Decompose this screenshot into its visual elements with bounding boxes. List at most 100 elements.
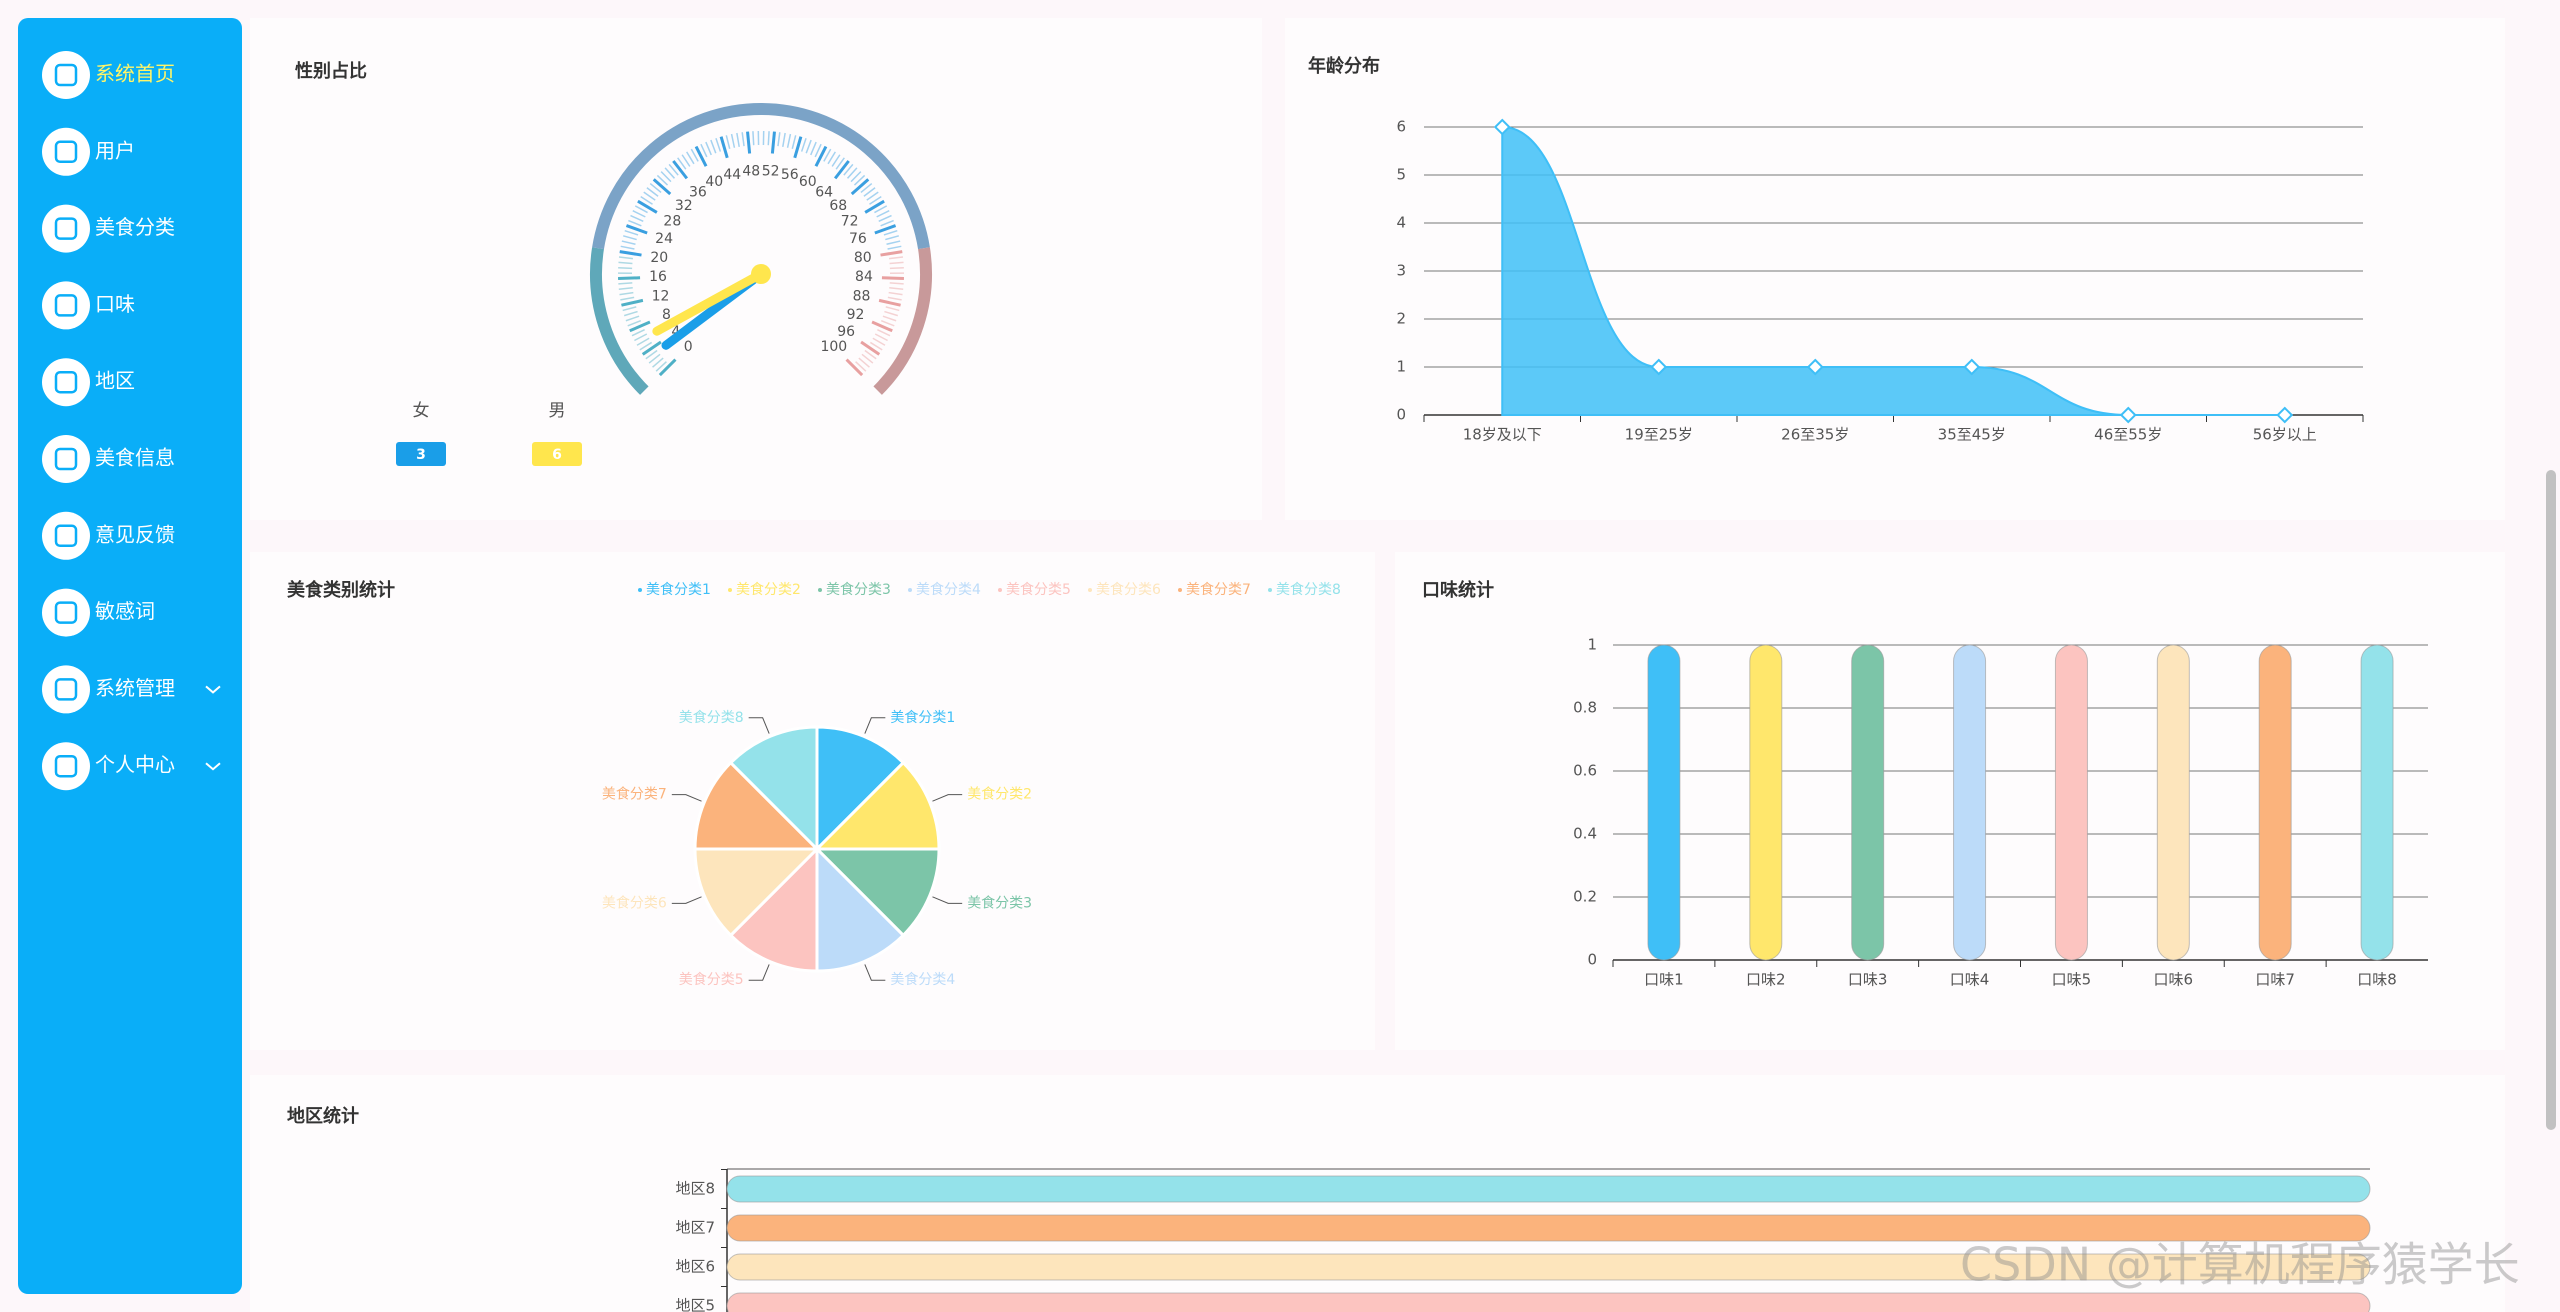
legend-item[interactable]: 美食分类7: [1178, 581, 1251, 598]
gauge-minor-tick: [850, 171, 862, 183]
menu-chevron: [205, 685, 221, 694]
gauge-minor-tick: [855, 361, 867, 372]
gauge-minor-tick: [630, 214, 644, 222]
gauge-minor-tick: [752, 131, 755, 146]
legend-item[interactable]: 美食分类2: [728, 581, 801, 598]
gauge-minor-tick: [886, 240, 901, 246]
gauge-minor-tick: [860, 182, 873, 193]
pie-slice: [693, 761, 819, 851]
legend-item[interactable]: 美食分类4: [908, 581, 981, 598]
pie-label: 美食分类1: [890, 709, 955, 726]
menu-label: 系统管理: [95, 676, 175, 700]
x-tick-label: 18岁及以下: [1463, 426, 1542, 444]
gauge-minor-tick: [618, 287, 633, 290]
legend-item[interactable]: 美食分类5: [998, 581, 1071, 598]
gauge-minor-tick: [649, 182, 662, 193]
gauge-tick: [793, 136, 803, 159]
gauge-tick: [694, 145, 708, 167]
gauge-tick: [719, 136, 729, 159]
gauge-pivot: [751, 264, 771, 284]
menu-item[interactable]: 美食分类: [42, 204, 175, 253]
y-tick-label: 0.2: [1573, 888, 1597, 906]
gauge-tick: [850, 178, 870, 196]
legend-item[interactable]: 美食分类8: [1268, 581, 1341, 598]
gauge-minor-tick: [884, 310, 899, 317]
gauge-needle: [652, 269, 766, 336]
legend-item[interactable]: 美食分类1: [638, 581, 711, 598]
gauge-minor-tick: [805, 139, 812, 154]
gauge-tick-label: 96: [837, 324, 855, 340]
gauge-tick: [864, 199, 885, 214]
gauge-minor-tick: [823, 148, 832, 162]
gauge-minor-tick: [880, 219, 894, 227]
gauge-minor-tick: [639, 341, 653, 351]
bar: [726, 1292, 2371, 1312]
pie-leader: [932, 794, 963, 802]
menu-item[interactable]: 意见反馈: [42, 511, 175, 560]
menu-item[interactable]: 美食信息: [42, 435, 175, 483]
bar: [2054, 644, 2088, 961]
pie-leader: [932, 896, 963, 904]
menu-item[interactable]: 系统首页: [42, 51, 175, 99]
gauge-minor-tick: [864, 349, 877, 360]
bar: [1749, 644, 1783, 961]
gauge-tick: [618, 276, 641, 280]
gauge-minor-tick: [888, 256, 904, 260]
x-tick-label: 35至45岁: [1938, 426, 2006, 444]
gauge-minor-tick: [885, 306, 900, 312]
gauge-minor-tick: [741, 132, 745, 147]
legend-label: 美食分类1: [646, 581, 711, 598]
gauge-minor-tick: [643, 191, 656, 201]
legend-swatch: [532, 442, 582, 466]
gauge-minor-tick: [869, 195, 882, 205]
gauge-minor-tick: [814, 143, 822, 158]
menu-item[interactable]: 地区: [42, 358, 135, 407]
y-tick-label: 5: [1396, 166, 1406, 184]
gauge-tick-label: 92: [847, 307, 865, 323]
bar: [2360, 644, 2394, 961]
gauge-minor-tick: [618, 261, 633, 265]
x-tick-label: 26至35岁: [1781, 426, 1849, 444]
menu-icon: [42, 511, 90, 560]
legend-item[interactable]: 美食分类6: [1088, 581, 1161, 598]
menu-item[interactable]: 系统管理: [42, 665, 221, 714]
gauge-minor-tick: [640, 195, 653, 205]
menu-icon: [42, 281, 90, 330]
gauge-minor-tick: [660, 171, 672, 183]
pie-slice: [729, 847, 819, 973]
menu-icon-glyph: [54, 294, 78, 317]
gauge-tick-label: 36: [689, 185, 707, 201]
gauge-tick-label: 64: [815, 185, 833, 201]
y-tick-label: 1: [1587, 636, 1597, 654]
gauge-minor-tick: [869, 341, 883, 351]
menu-icon: [42, 435, 90, 483]
pie-leader: [671, 794, 702, 802]
gauge-minor-tick: [889, 266, 904, 270]
gauge-minor-tick: [866, 191, 879, 201]
x-tick-label: 口味6: [2154, 971, 2194, 989]
y-tick-label: 2: [1396, 310, 1406, 328]
legend-item[interactable]: 美食分类3: [818, 581, 891, 598]
menu-item[interactable]: 用户: [42, 127, 135, 176]
gauge-minor-tick: [880, 320, 895, 327]
gauge-minor-tick: [622, 235, 637, 241]
gauge-minor-tick: [887, 296, 902, 301]
menu-item[interactable]: 口味: [42, 281, 135, 330]
scrollbar[interactable]: [2546, 470, 2556, 1130]
gauge-minor-tick: [846, 167, 858, 179]
menu-item[interactable]: 个人中心: [42, 742, 221, 791]
gauge-minor-tick: [878, 214, 892, 222]
x-tick-label: 口味7: [2255, 971, 2295, 989]
gauge-tick-label: 80: [854, 250, 872, 266]
gauge-tick: [746, 131, 752, 154]
gauge-minor-tick: [889, 287, 904, 290]
bar: [1851, 644, 1885, 961]
gauge-minor-tick: [863, 187, 876, 197]
y-tick-label: 0.6: [1573, 762, 1597, 780]
menu-label: 口味: [95, 292, 135, 316]
gauge-minor-tick: [858, 357, 870, 368]
gauge-minor-tick: [652, 357, 664, 368]
x-tick-label: 口味5: [2052, 971, 2092, 989]
menu-item[interactable]: 敏感词: [42, 588, 155, 637]
y-tick-label: 6: [1396, 118, 1406, 136]
